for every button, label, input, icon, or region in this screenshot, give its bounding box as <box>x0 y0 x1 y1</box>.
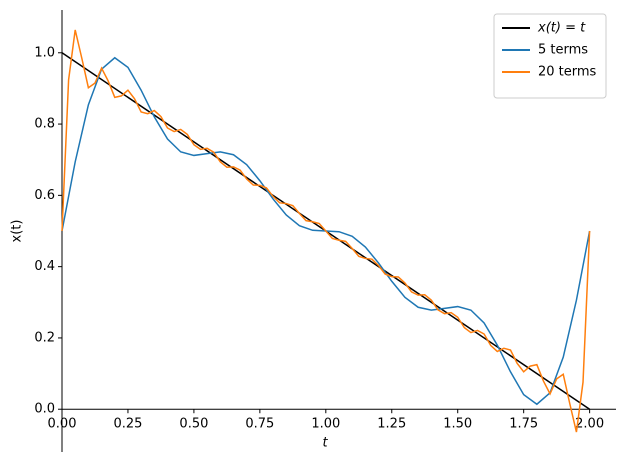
x-tick-label: 1.00 <box>311 417 340 432</box>
x-axis-label: t <box>322 436 328 451</box>
legend-label: x(t) = t <box>537 21 586 36</box>
x-tick-label: 0.25 <box>113 417 142 432</box>
y-tick-label: 0.6 <box>34 188 55 203</box>
x-tick-label: 0.50 <box>179 417 208 432</box>
x-tick-label: 1.75 <box>509 417 538 432</box>
x-tick-label: 1.50 <box>443 417 472 432</box>
series-line <box>61 29 591 433</box>
x-tick-label: 0.00 <box>48 417 77 432</box>
legend-label: 5 terms <box>538 43 588 58</box>
x-tick-label: 0.75 <box>245 417 274 432</box>
x-tick-label: 1.25 <box>377 417 406 432</box>
y-tick-label: 0.4 <box>34 259 55 274</box>
x-tick-label: 2.00 <box>575 417 604 432</box>
legend: x(t) = t 5 terms 20 terms <box>493 13 607 99</box>
y-tick-label: 0.8 <box>34 117 55 132</box>
y-axis-label: x(t) <box>10 220 25 243</box>
legend-frame <box>493 13 607 99</box>
y-tick-label: 1.0 <box>34 45 55 60</box>
y-tick-label: 0.0 <box>34 402 55 417</box>
y-tick-label: 0.2 <box>34 330 55 345</box>
legend-label: 20 terms <box>538 65 597 80</box>
